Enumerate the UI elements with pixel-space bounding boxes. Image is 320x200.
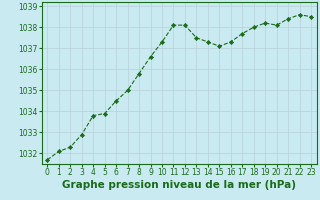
X-axis label: Graphe pression niveau de la mer (hPa): Graphe pression niveau de la mer (hPa) (62, 180, 296, 190)
